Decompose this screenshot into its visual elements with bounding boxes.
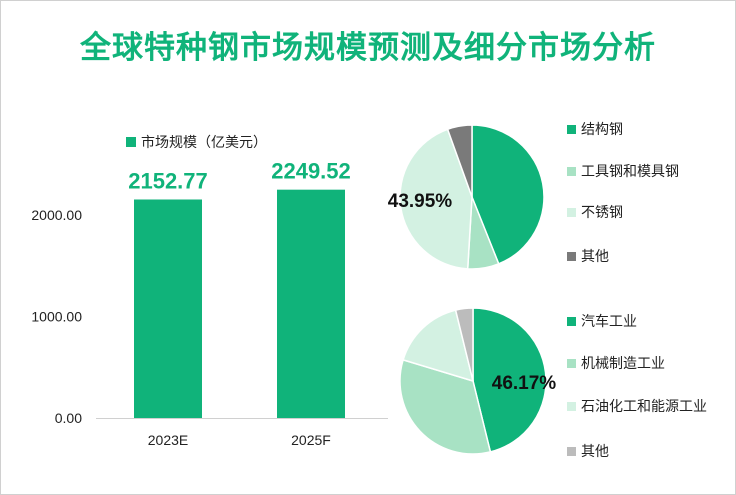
pie-legend-label: 石油化工和能源工业 [581,398,707,414]
pie-slice [471,124,545,265]
pie-legend-swatch [567,125,576,134]
pie-legend-swatch [567,208,576,217]
pie-slice [472,307,547,453]
pie-legend-label: 其他 [581,248,609,264]
y-tick-label: 2000.00 [31,207,82,223]
bar-value-label: 2249.52 [271,159,351,184]
bar [134,199,202,418]
x-tick-label: 2023E [148,432,188,448]
chart-title: 全球特种钢市场规模预测及细分市场分析 [80,30,656,65]
pie-legend-label: 机械制造工业 [581,355,665,371]
y-tick-label: 1000.00 [31,309,82,325]
pie-legend-swatch [567,317,576,326]
pie-legend-label: 其他 [581,443,609,459]
pie-legend-swatch [567,402,576,411]
pie-legend-label: 不锈钢 [581,204,623,220]
bar-legend-label: 市场规模（亿美元） [141,134,267,150]
pie-slice [399,128,473,270]
pie-percent-label: 43.95% [388,191,453,212]
pie-slice [399,358,492,455]
pie-slice [446,124,473,198]
bar-value-label: 2152.77 [128,168,208,193]
pie-legend-label: 汽车工业 [581,313,637,329]
pie-legend-swatch [567,447,576,456]
pie-slice [454,307,474,382]
bar-legend-swatch [126,137,136,147]
pie-legend-swatch [567,167,576,176]
pie-legend-label: 工具钢和模具钢 [581,163,679,179]
pie-percent-label: 46.17% [492,373,557,394]
bar [277,189,345,418]
pie-legend-label: 结构钢 [581,121,623,137]
pie-legend-swatch [567,359,576,368]
pie-legend-swatch [567,252,576,261]
pie-slice [402,309,475,383]
y-tick-label: 0.00 [55,410,82,426]
x-tick-label: 2025F [291,432,331,448]
